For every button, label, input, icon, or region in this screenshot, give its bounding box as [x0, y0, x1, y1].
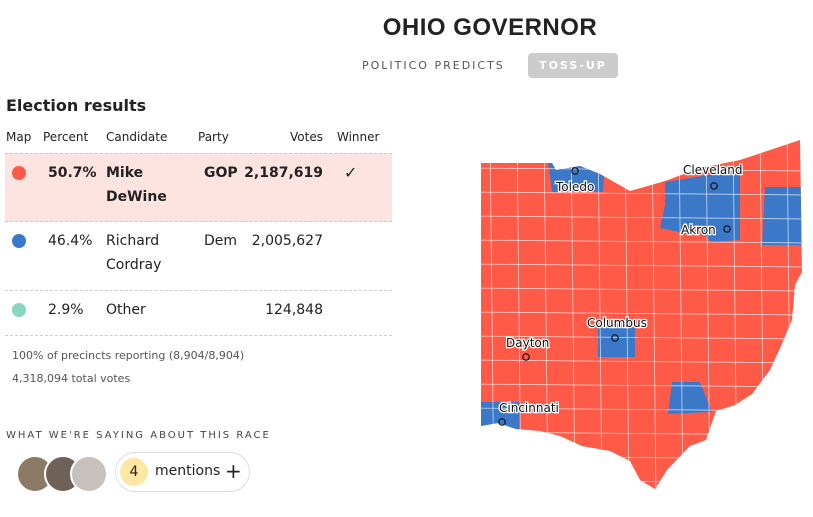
party: GOP: [204, 165, 238, 181]
county-line: [481, 311, 802, 316]
votes: 124,848: [265, 302, 323, 318]
county-line: [678, 140, 684, 489]
county-line: [481, 335, 802, 340]
county-line: [481, 263, 802, 268]
total-votes: 4,318,094 total votes: [12, 372, 131, 385]
state: [481, 140, 802, 489]
city-label: Cincinnati: [499, 401, 559, 415]
county-line: [481, 479, 802, 484]
city-label: Toledo: [555, 180, 594, 194]
candidate: Richard Cordray: [106, 233, 162, 273]
mentions-count: 4: [120, 458, 148, 486]
city-label: Dayton: [506, 336, 549, 350]
city-marker: [571, 167, 579, 175]
column-header: Votes: [290, 130, 323, 144]
percent: 2.9%: [48, 302, 84, 318]
party-dot: [12, 303, 26, 317]
row-divider: [5, 335, 392, 336]
column-header: Candidate: [106, 130, 168, 144]
dem-county: [668, 382, 712, 414]
city-marker: [522, 353, 530, 361]
percent: 50.7%: [48, 165, 97, 181]
county-line: [597, 140, 603, 489]
subtitle: POLITICO PREDICTS: [362, 59, 505, 72]
mentions-button[interactable]: [115, 452, 250, 492]
percent: 46.4%: [48, 233, 93, 249]
county-line: [481, 191, 802, 196]
party-dot: [12, 234, 26, 248]
dem-county: [762, 187, 802, 245]
city-marker: [611, 334, 619, 342]
column-header: Winner: [337, 130, 380, 144]
city-marker: [710, 182, 718, 190]
column-header: Percent: [43, 130, 89, 144]
column-header: Party: [198, 130, 229, 144]
county-line: [481, 383, 802, 388]
city-label: Akron: [681, 223, 716, 237]
votes: 2,005,627: [251, 233, 323, 249]
candidate: Other: [106, 302, 146, 318]
gop-area: [481, 140, 802, 489]
precincts: 100% of precincts reporting (8,904/8,904…: [12, 349, 245, 362]
votes: 2,187,619: [244, 165, 323, 181]
party: Dem: [204, 233, 238, 249]
row-divider: [5, 153, 392, 222]
party-dot: [12, 166, 26, 180]
county-line: [481, 239, 802, 244]
rating-badge: TOSS-UP: [528, 53, 618, 78]
dem-county: [598, 328, 635, 357]
row-divider: [5, 221, 392, 291]
city-label: Columbus: [587, 316, 647, 330]
county-line: [651, 140, 657, 489]
plus-icon[interactable]: +: [225, 459, 242, 483]
candidate: Mike DeWine: [106, 165, 167, 205]
row-divider: [5, 290, 392, 336]
county-line: [481, 215, 802, 220]
title: OHIO GOVERNOR: [382, 14, 598, 41]
avatar[interactable]: [70, 455, 108, 493]
section-heading: WHAT WE'RE SAYING ABOUT THIS RACE: [6, 430, 271, 441]
winner-check: ✓: [344, 163, 358, 182]
county-line: [570, 140, 576, 489]
city-label: Cleveland: [683, 163, 743, 177]
county-line: [624, 140, 630, 489]
city-marker: [723, 225, 731, 233]
results-heading: Election results: [6, 96, 147, 115]
dem-county: [481, 402, 520, 432]
county-line: [481, 287, 802, 292]
mentions-label: mentions: [155, 463, 221, 479]
column-header: Map: [6, 130, 32, 144]
city-marker: [498, 418, 506, 426]
